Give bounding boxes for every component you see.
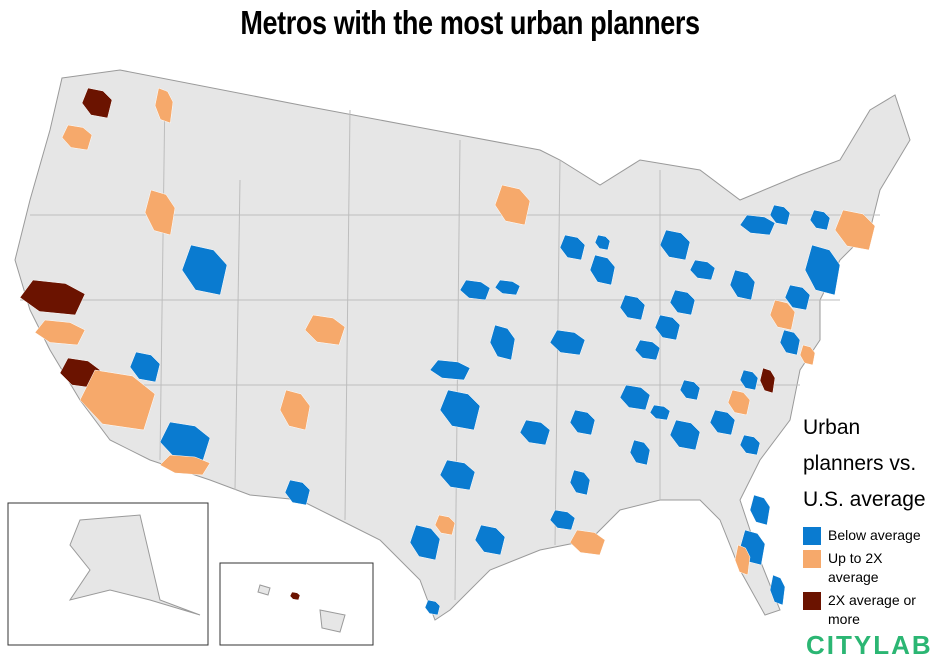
metro bbox=[304, 314, 346, 346]
metro bbox=[154, 87, 174, 124]
legend-item: 2X average or more bbox=[803, 591, 938, 629]
metro bbox=[834, 209, 876, 251]
metro bbox=[729, 269, 756, 301]
metro bbox=[424, 599, 441, 616]
metro bbox=[459, 279, 491, 301]
metro bbox=[494, 279, 521, 296]
metro bbox=[669, 419, 701, 451]
metro bbox=[279, 389, 311, 431]
metro bbox=[649, 404, 671, 421]
metro bbox=[284, 479, 311, 506]
metro bbox=[799, 344, 816, 366]
hawaii bbox=[257, 584, 271, 596]
legend-label: Up to 2X average bbox=[828, 550, 883, 585]
metro bbox=[629, 439, 651, 466]
hawaii bbox=[319, 609, 346, 633]
metro bbox=[804, 244, 841, 296]
metro bbox=[549, 329, 586, 356]
metro bbox=[439, 389, 481, 431]
metro bbox=[494, 184, 531, 226]
metro bbox=[569, 409, 596, 436]
metro bbox=[159, 454, 211, 476]
metro bbox=[689, 259, 716, 281]
metros bbox=[19, 87, 876, 616]
metro bbox=[61, 124, 93, 151]
metro bbox=[769, 204, 791, 226]
metro bbox=[519, 419, 551, 446]
metro bbox=[34, 319, 86, 346]
metro bbox=[769, 299, 796, 331]
metro bbox=[727, 389, 751, 416]
metro bbox=[549, 509, 576, 531]
metro bbox=[669, 289, 696, 316]
metro bbox=[784, 284, 811, 311]
legend-title: Urban planners vs. U.S. average bbox=[803, 416, 926, 511]
metro bbox=[474, 524, 506, 556]
metro bbox=[769, 574, 786, 606]
legend-items: Below average Up to 2X average 2X average … bbox=[803, 526, 938, 629]
legend-swatch bbox=[803, 527, 821, 545]
hawaii-inset bbox=[219, 562, 374, 646]
metro bbox=[429, 359, 471, 381]
metro bbox=[81, 87, 113, 119]
legend-item: Below average bbox=[803, 526, 938, 545]
metro bbox=[439, 459, 476, 491]
metro bbox=[559, 234, 586, 261]
metro bbox=[589, 254, 616, 286]
title: Metros with the most urban planners bbox=[240, 4, 700, 41]
legend-item: Up to 2X average bbox=[803, 549, 938, 587]
metro bbox=[779, 329, 801, 356]
logo: CITYLAB bbox=[806, 630, 933, 660]
metro bbox=[679, 379, 701, 401]
legend-swatch bbox=[803, 550, 821, 568]
legend-label: 2X average or more bbox=[828, 592, 916, 627]
metro bbox=[434, 514, 456, 536]
metro bbox=[569, 469, 591, 496]
metro bbox=[809, 209, 831, 231]
metro bbox=[129, 351, 161, 383]
metro bbox=[734, 544, 751, 576]
metro bbox=[144, 189, 176, 236]
metro bbox=[739, 369, 759, 391]
metro bbox=[659, 229, 691, 261]
metro bbox=[634, 339, 661, 361]
metro bbox=[19, 279, 86, 316]
metro bbox=[79, 369, 156, 431]
metro bbox=[739, 214, 776, 236]
metro bbox=[594, 234, 611, 251]
metro bbox=[619, 384, 651, 411]
metro bbox=[749, 494, 771, 526]
legend-swatch bbox=[803, 592, 821, 610]
metro bbox=[739, 434, 761, 456]
legend-label: Below average bbox=[828, 527, 921, 543]
metro bbox=[569, 529, 606, 556]
metro bbox=[289, 591, 301, 601]
metro bbox=[489, 324, 516, 361]
metro bbox=[409, 524, 441, 561]
alaska bbox=[68, 514, 201, 616]
legend: Urban planners vs. U.S. average Below av… bbox=[803, 410, 938, 633]
metro bbox=[759, 367, 776, 394]
metro bbox=[181, 244, 228, 296]
metro bbox=[709, 409, 736, 436]
metro bbox=[654, 314, 681, 341]
metro bbox=[619, 294, 646, 321]
